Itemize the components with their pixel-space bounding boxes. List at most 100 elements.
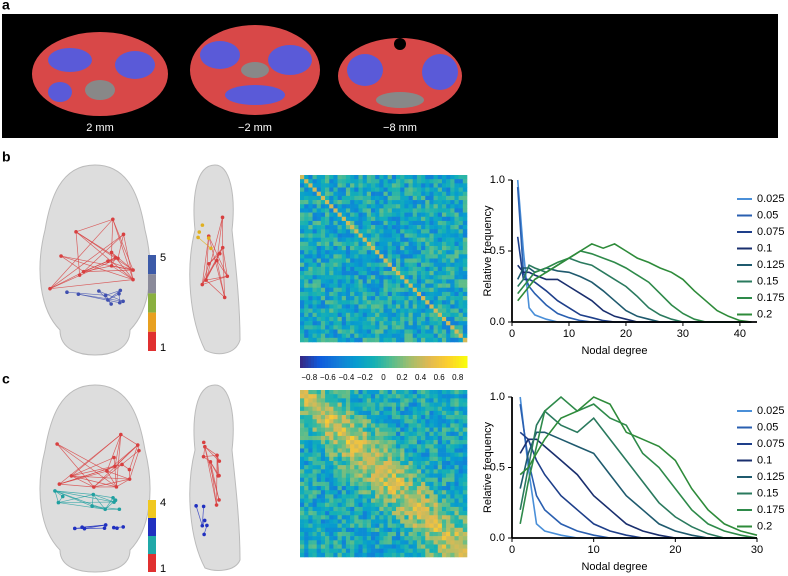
matrix-cell (317, 461, 321, 465)
legend-label: 0.175 (757, 504, 785, 516)
matrix-cell (313, 411, 317, 415)
matrix-cell (442, 515, 446, 519)
matrix-cell (425, 453, 429, 457)
matrix-cell (413, 432, 417, 436)
matrix-cell (459, 419, 463, 423)
matrix-cell (417, 300, 421, 304)
matrix-cell (313, 217, 317, 221)
matrix-cell (450, 536, 454, 540)
matrix-cell (317, 499, 321, 503)
matrix-cell (342, 528, 346, 532)
matrix-cell (354, 453, 358, 457)
matrix-cell (454, 325, 458, 329)
matrix-cell (450, 482, 454, 486)
network-node (205, 524, 209, 528)
matrix-cell (300, 549, 304, 553)
matrix-cell (325, 490, 329, 494)
matrix-cell (363, 519, 367, 523)
matrix-cell (463, 482, 467, 486)
matrix-cell (434, 200, 438, 204)
matrix-cell (425, 259, 429, 263)
matrix-cell (338, 263, 342, 267)
matrix-cell (442, 403, 446, 407)
matrix-cell (384, 183, 388, 187)
matrix-cell (425, 461, 429, 465)
matrix-cell (434, 436, 438, 440)
matrix-cell (346, 238, 350, 242)
matrix-cell (329, 394, 333, 398)
matrix-cell (438, 549, 442, 553)
matrix-cell (417, 179, 421, 183)
matrix-cell (329, 204, 333, 208)
matrix-cell (400, 528, 404, 532)
matrix-cell (442, 259, 446, 263)
matrix-cell (396, 482, 400, 486)
matrix-cell (404, 503, 408, 507)
matrix-cell (404, 288, 408, 292)
matrix-cell (384, 390, 388, 394)
matrix-cell (358, 279, 362, 283)
matrix-cell (388, 321, 392, 325)
matrix-cell (367, 407, 371, 411)
matrix-cell (421, 419, 425, 423)
matrix-cell (325, 515, 329, 519)
matrix-cell (409, 524, 413, 528)
matrix-cell (429, 267, 433, 271)
matrix-cell (304, 494, 308, 498)
matrix-cell (463, 229, 467, 233)
matrix-cell (367, 208, 371, 212)
matrix-cell (371, 490, 375, 494)
matrix-cell (463, 338, 467, 342)
matrix-cell (446, 490, 450, 494)
matrix-cell (388, 263, 392, 267)
matrix-cell (409, 259, 413, 263)
matrix-cell (317, 515, 321, 519)
matrix-cell (446, 403, 450, 407)
matrix-cell (404, 263, 408, 267)
matrix-cell (434, 313, 438, 317)
matrix-cell (404, 221, 408, 225)
matrix-cell (404, 217, 408, 221)
matrix-cell (367, 432, 371, 436)
matrix-cell (367, 411, 371, 415)
matrix-cell (417, 448, 421, 452)
matrix-cell (434, 259, 438, 263)
matrix-cell (354, 515, 358, 519)
matrix-cell (421, 267, 425, 271)
matrix-cell (400, 233, 404, 237)
matrix-cell (429, 175, 433, 179)
matrix-cell (379, 292, 383, 296)
matrix-cell (442, 407, 446, 411)
legend-label: 0.025 (757, 193, 785, 205)
matrix-cell (308, 175, 312, 179)
matrix-cell (371, 275, 375, 279)
matrix-cell (396, 242, 400, 246)
matrix-cell (459, 469, 463, 473)
matrix-cell (338, 474, 342, 478)
matrix-cell (388, 192, 392, 196)
matrix-cell (413, 519, 417, 523)
x-axis-label: Nodal degree (581, 561, 647, 573)
matrix-cell (409, 267, 413, 271)
matrix-cell (459, 271, 463, 275)
matrix-cell (421, 532, 425, 536)
matrix-cell (409, 246, 413, 250)
matrix-cell (321, 229, 325, 233)
matrix-cell (400, 250, 404, 254)
matrix-cell (400, 175, 404, 179)
matrix-cell (400, 238, 404, 242)
matrix-cell (308, 415, 312, 419)
matrix-cell (321, 196, 325, 200)
matrix-cell (463, 192, 467, 196)
matrix-cell (354, 436, 358, 440)
matrix-cell (413, 229, 417, 233)
matrix-cell (438, 271, 442, 275)
matrix-cell (409, 553, 413, 557)
matrix-cell (350, 474, 354, 478)
matrix-cell (313, 259, 317, 263)
matrix-cell (404, 196, 408, 200)
matrix-cell (459, 188, 463, 192)
matrix-cell (333, 221, 337, 225)
matrix-cell (354, 423, 358, 427)
matrix-cell (384, 528, 388, 532)
